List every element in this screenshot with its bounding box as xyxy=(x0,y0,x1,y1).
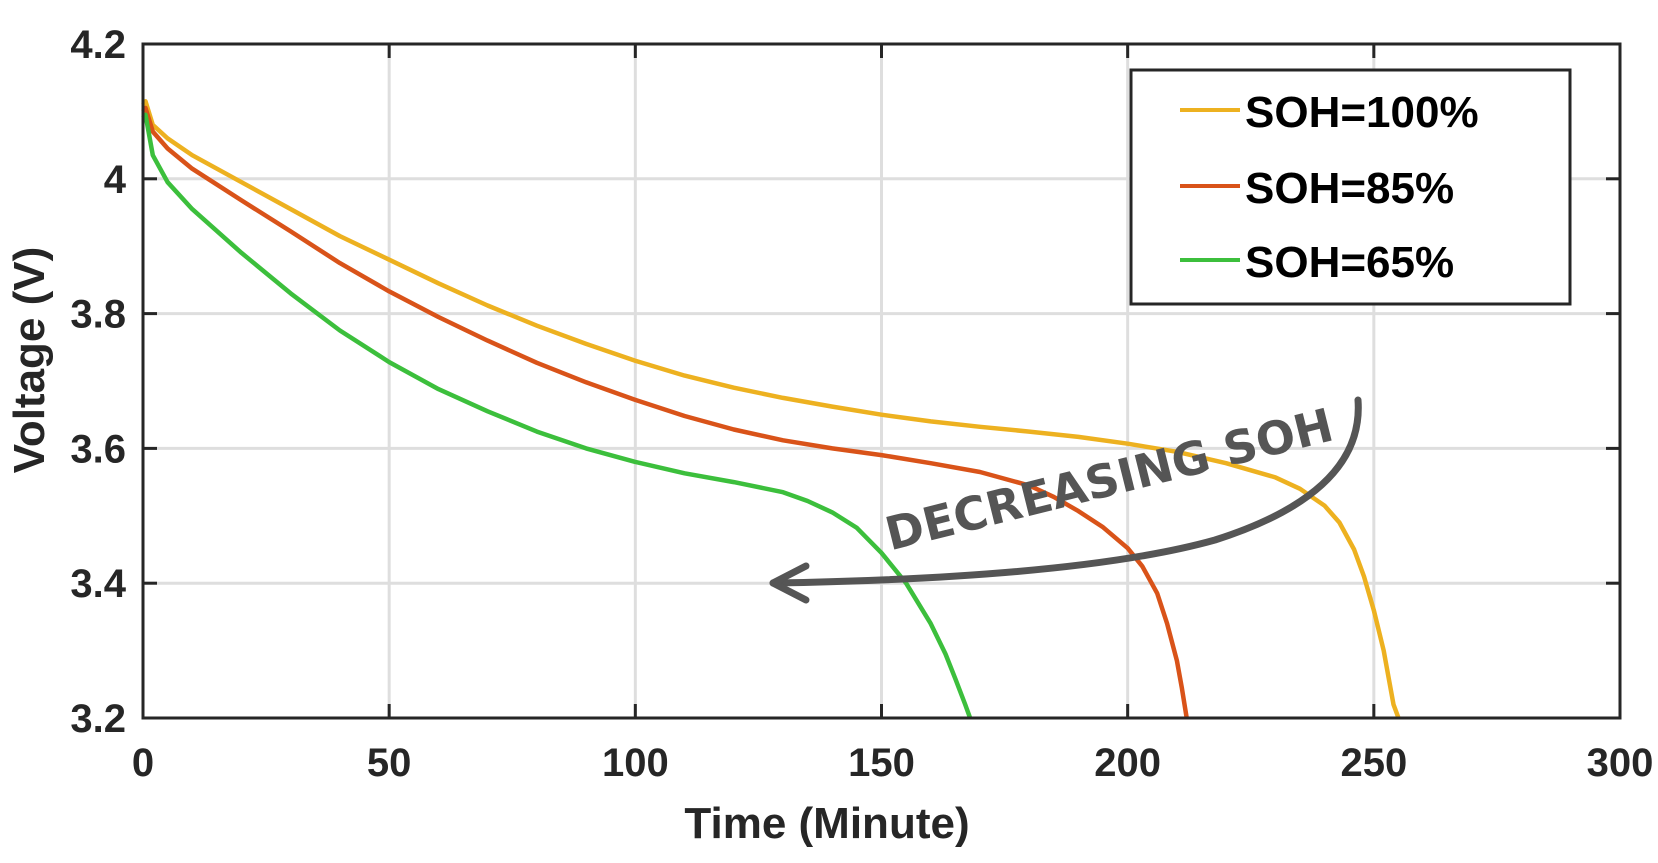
x-tick-label-0: 0 xyxy=(132,741,154,785)
decreasing-soh-arrow xyxy=(769,396,1362,587)
x-tick-label-2: 100 xyxy=(602,741,669,785)
axis-ticks: 0 50 100 150 200 250 300 3.2 3.4 3.6 3.8 4 4.2 xyxy=(70,23,1653,785)
series-line-2 xyxy=(141,112,973,719)
x-tick-label-1: 50 xyxy=(367,741,412,785)
y-tick-label-3: 3.8 xyxy=(70,293,126,337)
legend: SOH=100% SOH=85% SOH=65% xyxy=(1129,68,1572,306)
decreasing-soh-arrowhead xyxy=(769,562,810,604)
legend-label-soh-85: SOH=85% xyxy=(1245,164,1454,213)
y-tick-label-1: 3.4 xyxy=(70,562,126,606)
x-tick-label-6: 300 xyxy=(1587,741,1654,785)
x-tick-label-3: 150 xyxy=(848,741,915,785)
x-tick-label-4: 200 xyxy=(1094,741,1161,785)
series-line-0 xyxy=(141,99,1401,719)
y-axis-title: Voltage (V) xyxy=(5,247,54,474)
y-tick-label-2: 3.6 xyxy=(70,427,126,471)
y-tick-label-5: 4.2 xyxy=(70,23,126,67)
x-axis-title: Time (Minute) xyxy=(684,799,969,848)
series-lines xyxy=(141,99,1401,719)
series-line-1 xyxy=(141,105,1189,719)
y-tick-label-4: 4 xyxy=(104,158,127,202)
x-tick-label-5: 250 xyxy=(1340,741,1407,785)
legend-label-soh-65: SOH=65% xyxy=(1245,238,1454,287)
y-tick-label-0: 3.2 xyxy=(70,697,126,741)
legend-label-soh-100: SOH=100% xyxy=(1245,88,1479,137)
